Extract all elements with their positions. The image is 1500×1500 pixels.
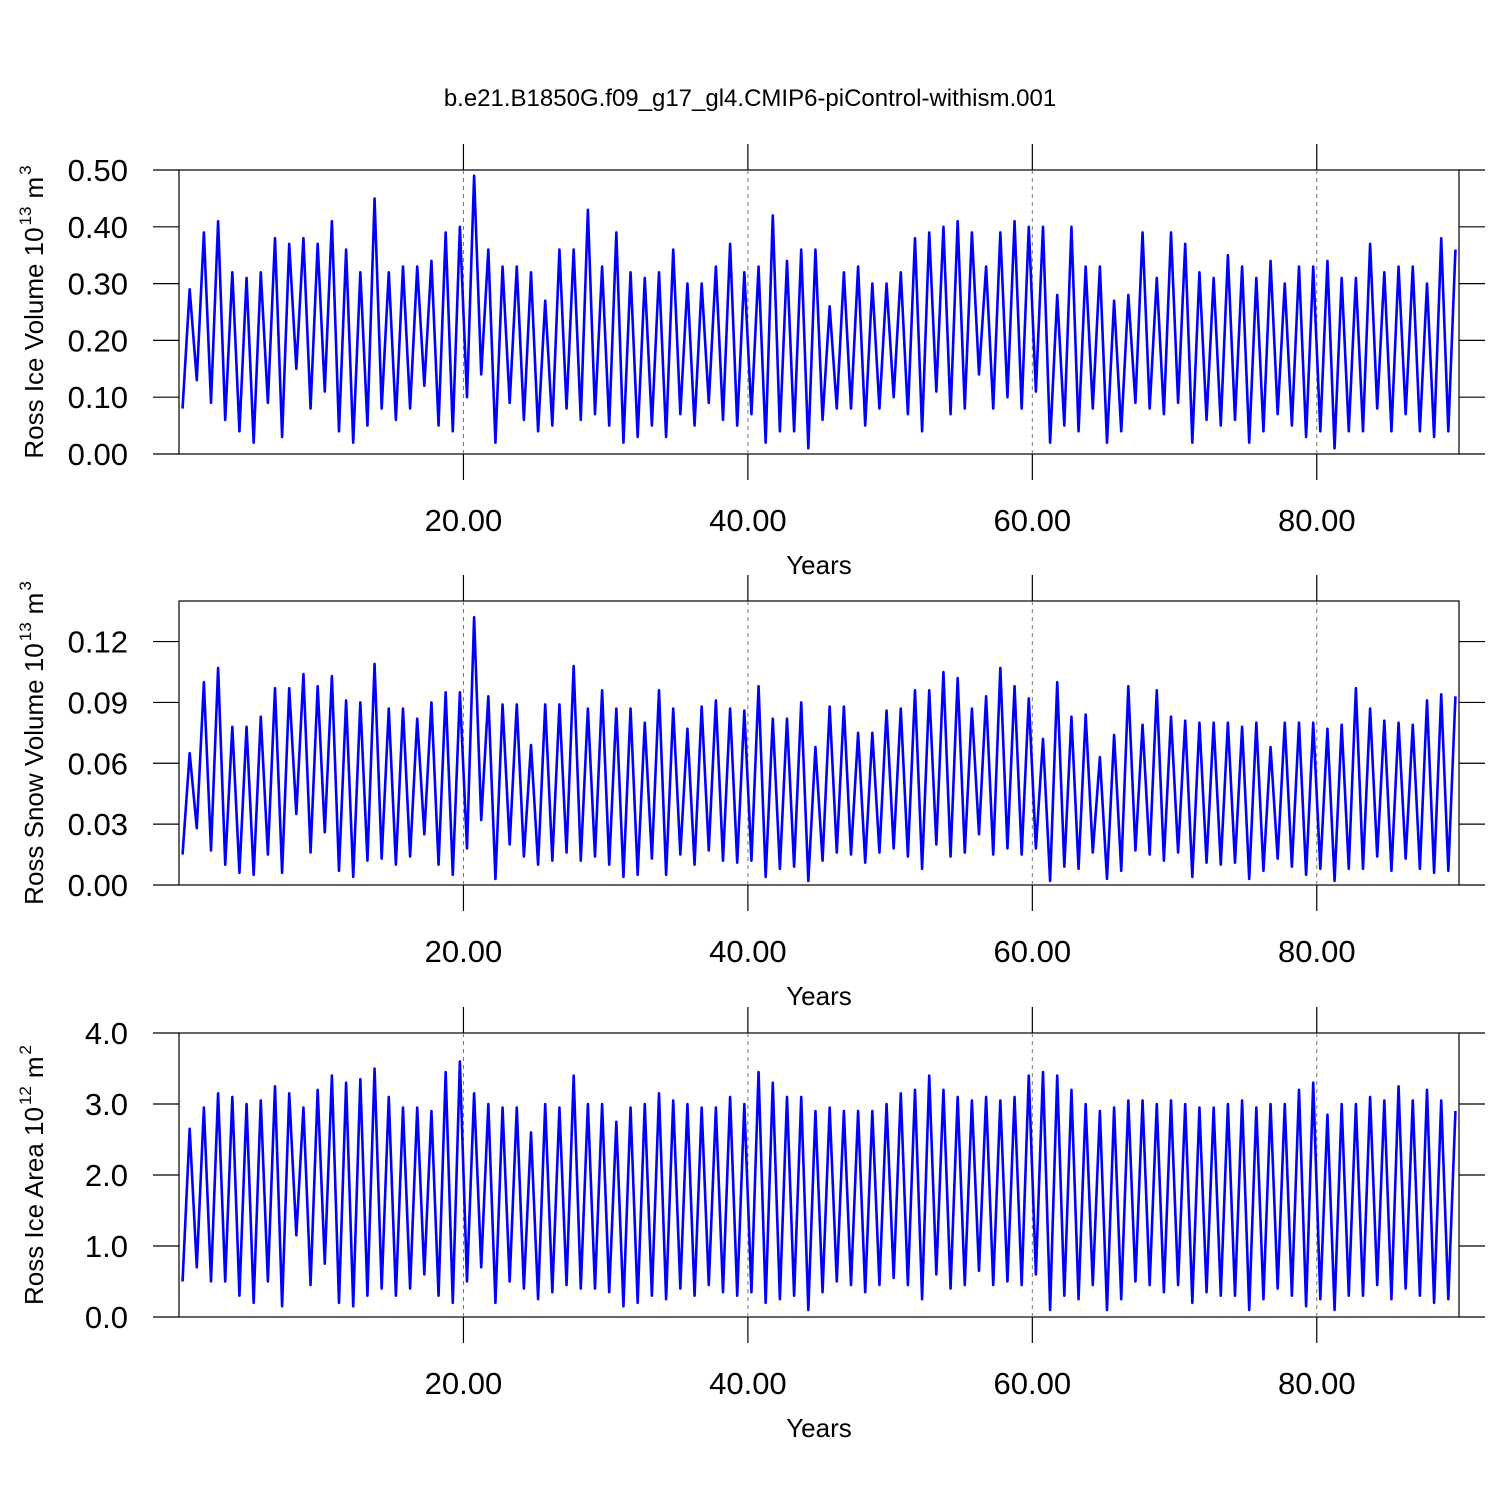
y-tick-label: 0.20	[68, 323, 128, 358]
y-axis-label-sup: 13	[16, 206, 35, 225]
y-axis-label-part: Ross Snow Volume 10	[19, 643, 49, 905]
x-tick-label: 60.00	[994, 934, 1072, 969]
x-tick-label: 60.00	[994, 1366, 1072, 1401]
x-tick-label: 40.00	[709, 503, 787, 538]
y-tick-label: 0.40	[68, 210, 128, 245]
x-axis-label: Years	[786, 550, 852, 580]
y-axis-label: Ross Ice Volume 10 13 m 3	[16, 165, 49, 458]
y-axis-label-sup: 13	[16, 622, 35, 641]
x-tick-label: 80.00	[1278, 934, 1356, 969]
y-tick-label: 0.03	[68, 807, 128, 842]
figure-title: b.e21.B1850G.f09_g17_gl4.CMIP6-piControl…	[444, 85, 1056, 112]
data-line	[181, 1060, 1457, 1312]
x-tick-label: 60.00	[994, 503, 1072, 538]
x-tick-label: 80.00	[1278, 1366, 1356, 1401]
x-tick-label: 80.00	[1278, 503, 1356, 538]
y-tick-label: 0.00	[68, 868, 128, 903]
y-tick-label: 0.06	[68, 746, 128, 781]
y-axis-label: Ross Snow Volume 10 13 m 3	[16, 581, 49, 905]
y-axis-label-part: m	[19, 1056, 49, 1078]
y-tick-label: 0.12	[68, 625, 128, 660]
data-line	[181, 174, 1457, 450]
y-tick-label: 0.10	[68, 380, 128, 415]
y-axis-label-sup: 2	[16, 1045, 35, 1054]
y-tick-label: 2.0	[85, 1158, 128, 1193]
y-tick-label: 1.0	[85, 1229, 128, 1264]
x-tick-label: 20.00	[425, 503, 503, 538]
y-axis-label-part: m	[19, 593, 49, 615]
y-tick-label: 0.50	[68, 153, 128, 188]
y-tick-label: 0.0	[85, 1300, 128, 1335]
x-axis-label: Years	[786, 981, 852, 1011]
plot-frame	[178, 600, 1460, 886]
y-axis-label-sup: 3	[16, 165, 35, 174]
y-axis-label: Ross Ice Area 10 12 m 2	[16, 1045, 49, 1305]
y-tick-label: 0.30	[68, 267, 128, 302]
y-tick-label: 0.09	[68, 685, 128, 720]
y-axis-label-part: m	[19, 177, 49, 199]
x-tick-label: 40.00	[709, 934, 787, 969]
y-axis-label-sup: 12	[16, 1086, 35, 1105]
plot-frame	[178, 169, 1460, 455]
y-tick-label: 4.0	[85, 1016, 128, 1051]
y-axis-label-part: Ross Ice Volume 10	[19, 227, 49, 458]
y-tick-label: 0.00	[68, 437, 128, 472]
x-tick-label: 20.00	[425, 934, 503, 969]
x-axis-label: Years	[786, 1413, 852, 1443]
x-tick-label: 20.00	[425, 1366, 503, 1401]
y-tick-label: 3.0	[85, 1087, 128, 1122]
x-tick-label: 40.00	[709, 1366, 787, 1401]
y-axis-label-part: Ross Ice Area 10	[19, 1107, 49, 1305]
y-axis-label-sup: 3	[16, 581, 35, 590]
data-line	[181, 615, 1457, 883]
